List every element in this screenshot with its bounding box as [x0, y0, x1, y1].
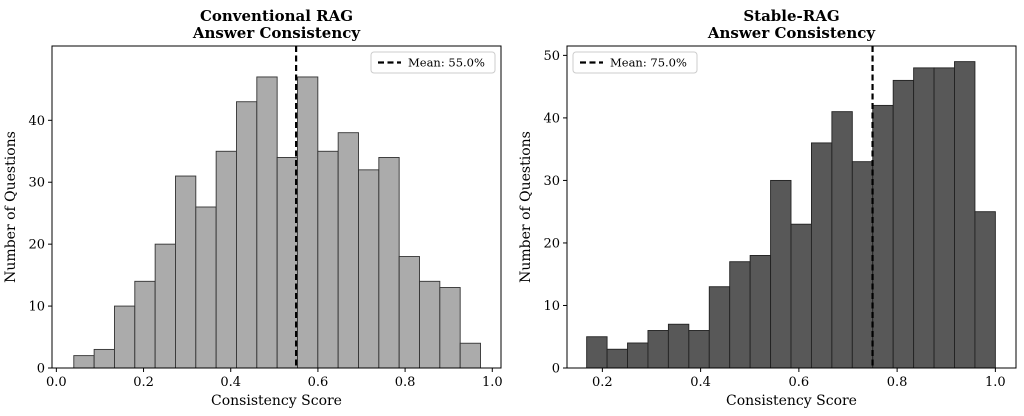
x-tick-label: 1.0	[985, 375, 1006, 390]
x-tick-label: 0.6	[789, 375, 810, 390]
histogram-bar	[872, 104, 894, 369]
y-tick-label: 10	[543, 299, 560, 314]
histogram-bar	[358, 169, 380, 369]
histogram-bar	[647, 330, 669, 369]
y-tick-label: 0	[37, 362, 45, 377]
y-tick-label: 50	[543, 49, 560, 64]
histogram-bar	[114, 305, 136, 369]
histogram-bar	[729, 261, 751, 369]
chart-title-line-2: Answer Consistency	[192, 24, 362, 42]
histogram-bar	[810, 142, 833, 369]
legend-label: Mean: 55.0%	[408, 56, 485, 70]
histogram-bar	[378, 157, 400, 369]
x-tick-label: 0.4	[220, 375, 241, 390]
axes-frame	[566, 45, 1017, 369]
chart-title-line-2: Answer Consistency	[707, 24, 877, 42]
x-axis-label: Consistency Score	[211, 393, 342, 409]
y-tick-label: 30	[28, 176, 45, 191]
histogram-bar	[688, 330, 710, 369]
histogram-bar	[667, 323, 690, 369]
y-tick-label: 40	[543, 111, 560, 126]
histogram-bar	[913, 67, 935, 369]
histogram-bars	[586, 61, 996, 369]
x-axis-label: Consistency Score	[726, 393, 857, 409]
histogram-bar	[154, 243, 176, 369]
histogram-bar	[708, 286, 731, 369]
x-tick-label: 0.8	[887, 375, 908, 390]
y-axis-label: Number of Questions	[518, 131, 534, 283]
histogram-bar	[831, 111, 853, 369]
histogram-bars	[73, 76, 481, 369]
histogram-bar	[93, 348, 115, 369]
histogram-bar	[749, 255, 772, 369]
x-tick-label: 0.2	[592, 375, 613, 390]
y-tick-label: 40	[28, 114, 45, 129]
y-tick-label: 20	[28, 238, 45, 253]
y-tick-label: 0	[552, 362, 560, 377]
histogram-bar	[954, 61, 976, 369]
histogram-bar	[398, 256, 420, 369]
histogram-bar	[73, 355, 95, 369]
x-tick-label: 0.6	[308, 375, 329, 390]
histogram-bar	[933, 67, 955, 369]
histogram-bar	[770, 179, 792, 369]
histogram-bar	[439, 287, 461, 369]
histogram-bar	[134, 280, 156, 369]
histogram-bar	[195, 206, 217, 369]
histogram-bar	[175, 175, 197, 369]
x-tick-label: 0.2	[133, 375, 154, 390]
legend-label: Mean: 75.0%	[610, 56, 687, 70]
y-tick-label: 20	[543, 236, 560, 251]
histogram-bar	[606, 348, 628, 369]
histogram-bar	[419, 280, 441, 369]
histogram-bar	[337, 132, 359, 369]
histogram-bar	[317, 150, 339, 369]
legend: Mean: 55.0%	[370, 51, 496, 74]
axes-frame	[51, 45, 502, 369]
y-axis-label: Number of Questions	[3, 131, 19, 283]
x-tick-label: 0.0	[46, 375, 67, 390]
legend-box	[572, 51, 698, 74]
histogram-bar	[297, 76, 319, 369]
histogram-bar	[586, 336, 608, 369]
x-tick-label: 0.4	[690, 375, 711, 390]
y-tick-label: 10	[28, 300, 45, 315]
histogram-bar	[627, 342, 649, 369]
histogram-bar	[851, 161, 874, 369]
histogram-bar	[215, 150, 237, 369]
legend-box	[370, 51, 496, 74]
histogram-bar	[974, 211, 996, 369]
histogram-bar	[236, 101, 258, 369]
chart-title-line-1: Stable-RAG	[743, 7, 839, 25]
histogram-bar	[256, 76, 278, 369]
histogram-bar	[892, 79, 915, 369]
legend: Mean: 75.0%	[572, 51, 698, 74]
histogram-bar	[459, 342, 481, 369]
histogram-bar	[790, 223, 812, 369]
x-tick-label: 0.8	[395, 375, 416, 390]
histogram-bar	[276, 157, 298, 369]
x-tick-label: 1.0	[482, 375, 503, 390]
y-tick-label: 30	[543, 174, 560, 189]
chart-title-line-1: Conventional RAG	[200, 7, 353, 25]
